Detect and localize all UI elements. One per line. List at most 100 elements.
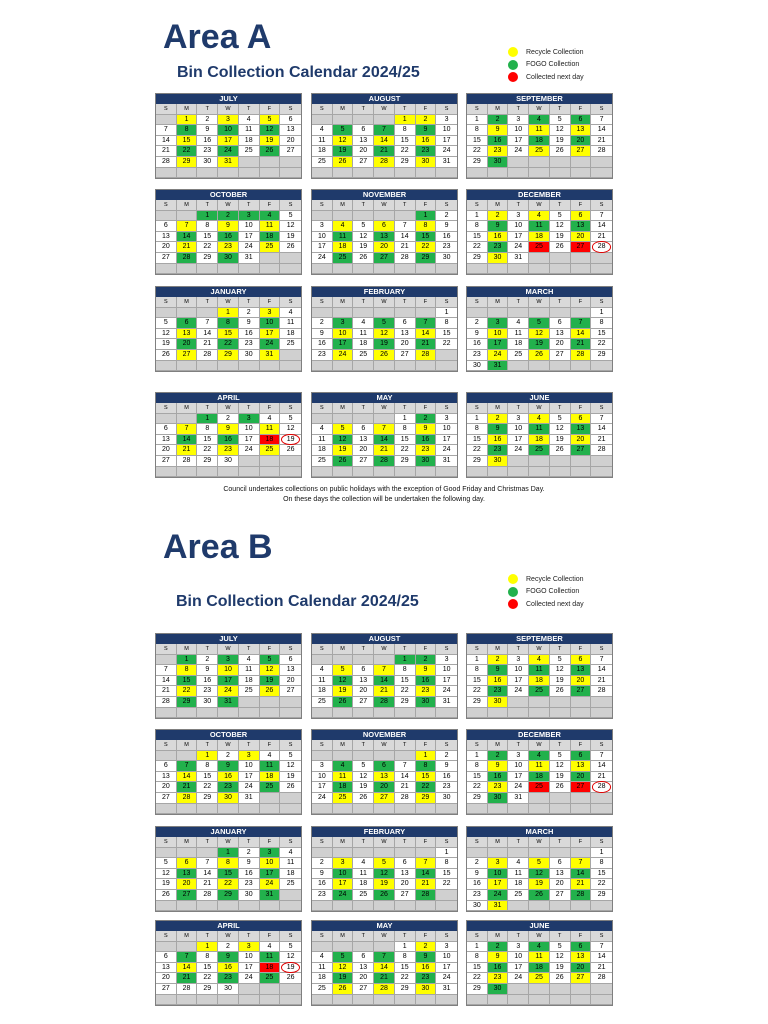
empty-cell bbox=[549, 167, 571, 179]
day-cell: 3 bbox=[238, 750, 260, 762]
day-cell: 24 bbox=[436, 445, 457, 456]
day-cell: 25 bbox=[238, 146, 260, 157]
empty-cell bbox=[374, 941, 395, 953]
day-cell: 25 bbox=[312, 455, 333, 467]
weekday-header: W bbox=[374, 644, 395, 655]
day-cell: 21 bbox=[570, 339, 592, 350]
weekday-header: F bbox=[570, 644, 592, 655]
day-cell: 24 bbox=[487, 889, 509, 901]
day-cell: 22 bbox=[467, 146, 488, 157]
day-cell: 8 bbox=[436, 318, 457, 329]
empty-cell bbox=[549, 455, 571, 467]
weekday-header: F bbox=[259, 644, 281, 655]
empty-cell bbox=[467, 263, 488, 275]
day-cell: 16 bbox=[415, 962, 437, 974]
month-grid: S M T W T F S 1 2 3 4 5 6 7 8 9 10 11 12 13 14 15 16 17 18 19 20 21… bbox=[156, 837, 301, 912]
empty-cell bbox=[218, 263, 239, 275]
weekday-header: S bbox=[467, 297, 488, 308]
day-cell: 22 bbox=[436, 339, 457, 350]
day-cell: 30 bbox=[487, 696, 509, 708]
day-cell: 7 bbox=[394, 761, 416, 772]
day-cell: 20 bbox=[374, 782, 395, 793]
empty-cell bbox=[197, 900, 219, 912]
weekday-header: S bbox=[280, 403, 301, 414]
day-cell: 6 bbox=[156, 952, 177, 963]
empty-cell bbox=[529, 847, 550, 859]
day-cell: 21 bbox=[591, 962, 612, 974]
day-cell: 10 bbox=[436, 424, 457, 435]
day-cell: 15 bbox=[467, 675, 488, 687]
empty-cell bbox=[280, 792, 301, 804]
day-cell: 12 bbox=[353, 771, 375, 783]
day-cell: 4 bbox=[353, 318, 375, 329]
month-name: JUNE bbox=[467, 393, 612, 403]
day-cell: 25 bbox=[312, 156, 333, 168]
weekday-header: M bbox=[332, 837, 354, 848]
day-cell: 2 bbox=[487, 654, 509, 666]
day-cell: 31 bbox=[508, 252, 530, 264]
day-cell: 2 bbox=[197, 654, 219, 666]
weekday-header: T bbox=[549, 403, 571, 414]
day-cell: 7 bbox=[176, 221, 198, 232]
empty-cell bbox=[280, 167, 301, 179]
day-cell: 26 bbox=[280, 782, 301, 793]
day-cell: 25 bbox=[332, 252, 354, 264]
month-name: JUNE bbox=[467, 921, 612, 931]
day-cell: 11 bbox=[353, 328, 375, 340]
empty-cell bbox=[374, 707, 395, 719]
weekday-header: W bbox=[374, 200, 395, 211]
weekday-header: T bbox=[238, 297, 260, 308]
day-cell: 27 bbox=[374, 792, 395, 804]
day-cell: 13 bbox=[353, 962, 375, 974]
day-cell: 6 bbox=[156, 424, 177, 435]
day-cell: 22 bbox=[176, 146, 198, 157]
month-calendar: NOVEMBER S M T W T F S 1 2 3 4 5 6 7 8 9 10 11 12 13 14 15 16 17… bbox=[311, 729, 458, 816]
day-cell: 21 bbox=[156, 686, 177, 697]
empty-cell bbox=[570, 263, 592, 275]
month-calendar: SEPTEMBER S M T W T F S 1 2 3 4 5 6 7 8 9 10 11 12 13 14 15 16 1… bbox=[466, 633, 613, 720]
day-cell: 26 bbox=[549, 973, 571, 984]
empty-cell bbox=[549, 696, 571, 708]
weekday-header: W bbox=[218, 837, 239, 848]
empty-cell bbox=[415, 307, 437, 319]
day-cell: 15 bbox=[394, 434, 416, 446]
day-cell: 4 bbox=[529, 114, 550, 126]
day-cell: 2 bbox=[436, 210, 457, 222]
day-cell: 31 bbox=[259, 889, 281, 901]
day-cell: 22 bbox=[394, 445, 416, 456]
empty-cell bbox=[591, 707, 612, 719]
month-calendar: MAY S M T W T F S 1 2 3 4 5 6 7 8 9 10 11 12 13 14 15 16 17 18 19 2… bbox=[311, 392, 458, 479]
month-calendar: MARCH S M T W T F S 1 2 3 4 5 6 7 8 9 10 11 12 13 14 15 16 17 18 1… bbox=[466, 826, 613, 913]
empty-cell bbox=[280, 889, 301, 901]
day-cell: 16 bbox=[467, 339, 488, 350]
day-cell: 22 bbox=[415, 242, 437, 253]
empty-cell bbox=[218, 466, 239, 478]
day-cell: 17 bbox=[238, 434, 260, 446]
day-cell: 22 bbox=[394, 686, 416, 697]
empty-cell bbox=[176, 994, 198, 1006]
weekday-header: S bbox=[436, 200, 457, 211]
day-cell: 18 bbox=[529, 962, 550, 974]
legend-swatch bbox=[508, 59, 518, 70]
weekday-header: T bbox=[394, 644, 416, 655]
day-cell: 5 bbox=[280, 941, 301, 953]
day-cell: 16 bbox=[415, 434, 437, 446]
day-cell: 3 bbox=[508, 413, 530, 425]
day-cell: 24 bbox=[238, 973, 260, 984]
day-cell: 4 bbox=[529, 413, 550, 425]
day-cell: 29 bbox=[415, 792, 437, 804]
day-cell: 26 bbox=[549, 782, 571, 793]
day-cell: 27 bbox=[570, 782, 592, 793]
weekday-header: S bbox=[280, 740, 301, 751]
empty-cell bbox=[312, 360, 333, 372]
day-cell: 23 bbox=[436, 242, 457, 253]
empty-cell bbox=[259, 792, 281, 804]
weekday-header: S bbox=[436, 403, 457, 414]
empty-cell bbox=[415, 360, 437, 372]
day-cell: 17 bbox=[259, 868, 281, 880]
day-cell: 19 bbox=[259, 675, 281, 687]
day-cell: 19 bbox=[280, 771, 301, 783]
day-cell: 21 bbox=[176, 782, 198, 793]
day-cell: 7 bbox=[570, 858, 592, 869]
day-cell: 17 bbox=[487, 339, 509, 350]
